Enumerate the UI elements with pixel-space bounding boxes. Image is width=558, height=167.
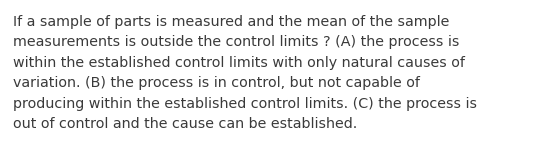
- Text: If a sample of parts is measured and the mean of the sample
measurements is outs: If a sample of parts is measured and the…: [13, 15, 477, 131]
